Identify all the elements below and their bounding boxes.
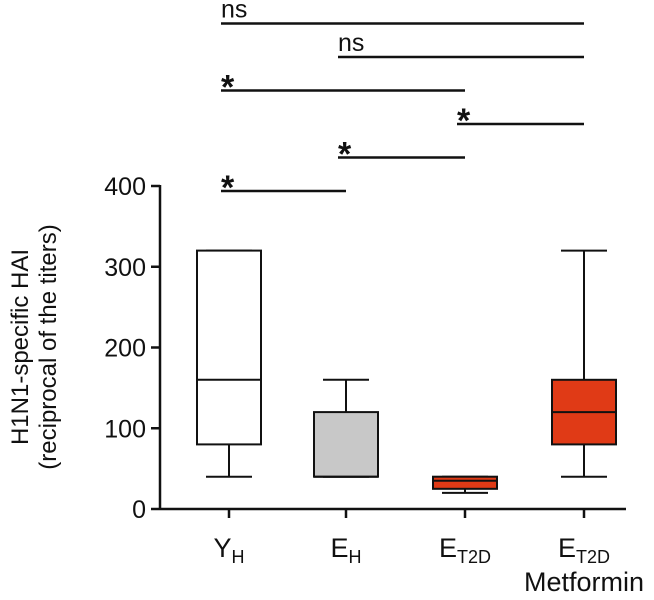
y-tick-label: 400	[104, 173, 146, 201]
category-label: EH	[330, 533, 361, 567]
significance-bracket: ns	[338, 29, 584, 59]
significance-bracket: ns	[221, 0, 584, 25]
significance-label: ns	[221, 0, 247, 24]
significance-label: *	[221, 69, 235, 107]
category-label: YH	[213, 533, 244, 567]
y-axis-title-line1: H1N1-specific HAI	[7, 249, 34, 445]
significance-label: *	[221, 169, 235, 207]
significance-bracket: *	[338, 136, 465, 174]
significance-label: ns	[338, 29, 364, 57]
significance-bracket: *	[221, 169, 346, 207]
x-axis	[160, 507, 626, 518]
y-axis: 0 100 200 300 400	[104, 173, 162, 524]
box-body	[432, 475, 498, 490]
box-series	[196, 249, 617, 494]
significance-label: *	[457, 102, 471, 140]
category-label: ET2D	[558, 533, 610, 567]
significance-bracket: *	[221, 69, 465, 107]
significance-bracket: *	[457, 102, 584, 140]
y-tick-label: 100	[104, 415, 146, 443]
y-tick-label: 0	[132, 496, 146, 524]
category-label-extra: Metformin	[524, 567, 644, 597]
category-label: ET2D	[439, 533, 491, 567]
significance-brackets: * * * * ns ns	[221, 0, 584, 207]
significance-label: *	[338, 136, 352, 174]
box-4	[551, 249, 617, 478]
y-tick-label: 200	[104, 335, 146, 363]
y-axis-title-line2: (reciprocal of the titers)	[35, 224, 62, 469]
box-3	[432, 475, 498, 494]
box-2	[313, 378, 379, 478]
box-body	[313, 411, 379, 478]
box-body	[196, 249, 262, 446]
box-1	[196, 249, 262, 478]
y-tick-label: 300	[104, 254, 146, 282]
y-axis-title: H1N1-specific HAI (reciprocal of the tit…	[7, 224, 62, 469]
